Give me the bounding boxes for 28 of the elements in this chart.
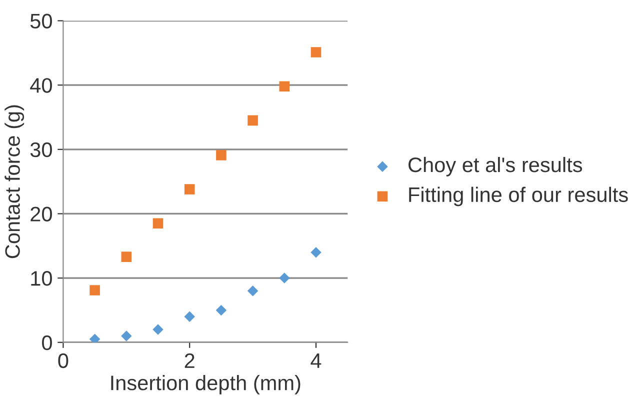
point (279, 272, 290, 284)
y-tick-label: 30 (30, 142, 52, 158)
y-tick-label: 10 (31, 271, 52, 286)
x-tick-label: 4 (310, 354, 322, 368)
legend-label: Choy et al's results (408, 156, 582, 176)
point (247, 286, 258, 296)
y-axis-title: Contact force (g) (4, 105, 24, 258)
point (121, 330, 132, 342)
point (184, 311, 195, 322)
y-tick-label: 0 (42, 335, 52, 350)
legend-label: Fitting line of our results (409, 186, 628, 206)
point (121, 252, 132, 262)
y-tick-label: 20 (30, 206, 52, 222)
point (279, 81, 290, 92)
point (184, 184, 195, 194)
x-tick-label: 2 (184, 353, 194, 368)
point (152, 218, 164, 229)
point (310, 246, 322, 258)
point (248, 115, 258, 126)
x-tick-label: 0 (58, 353, 68, 368)
x-axis-title: Insertion depth (mm) (111, 374, 300, 394)
y-tick-label: 50 (30, 14, 52, 29)
point (90, 285, 100, 296)
point (310, 47, 322, 58)
point (152, 324, 164, 335)
point (216, 150, 226, 160)
y-tick-label: 40 (30, 78, 52, 93)
point (216, 304, 227, 316)
